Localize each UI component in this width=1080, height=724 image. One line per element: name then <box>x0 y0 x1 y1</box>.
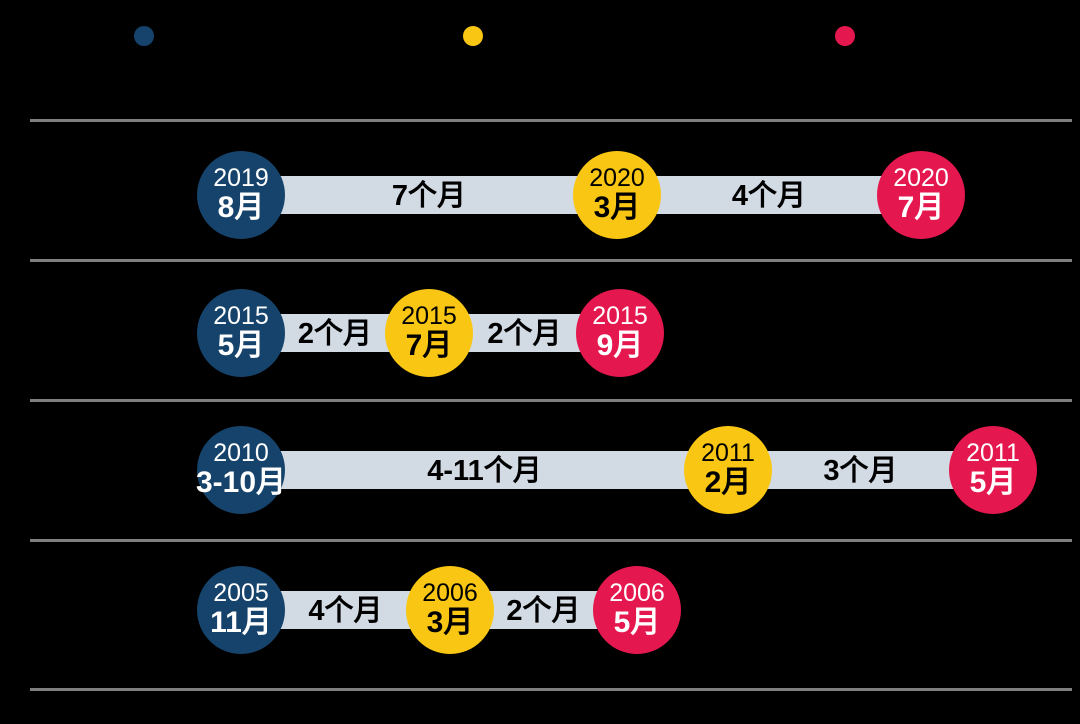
event-month: 3月 <box>426 606 474 640</box>
event-month: 8月 <box>217 191 265 225</box>
event-circle-crimson: 2015 9月 <box>576 289 664 377</box>
event-circle-yellow: 2006 3月 <box>406 566 494 654</box>
event-year: 2019 <box>213 164 269 193</box>
event-month: 3月 <box>593 191 641 225</box>
event-year: 2005 <box>213 579 269 608</box>
event-month: 7月 <box>897 191 945 225</box>
legend-dot-yellow <box>463 26 483 46</box>
duration-label: 2个月 <box>487 318 562 350</box>
event-circle-navy: 2015 5月 <box>197 289 285 377</box>
event-year: 2020 <box>893 164 949 193</box>
event-year: 2010 <box>213 439 269 468</box>
event-year: 2015 <box>213 302 269 331</box>
event-month: 7月 <box>405 329 453 363</box>
event-month: 5月 <box>613 606 661 640</box>
event-circle-yellow: 2015 7月 <box>385 289 473 377</box>
event-circle-yellow: 2020 3月 <box>573 151 661 239</box>
event-month: 2月 <box>704 466 752 500</box>
event-year: 2006 <box>609 579 665 608</box>
duration-label: 3个月 <box>823 455 898 487</box>
event-circle-navy: 2010 3-10月 <box>195 426 287 514</box>
event-year: 2015 <box>592 302 648 331</box>
event-month: 3-10月 <box>195 466 287 500</box>
separator-line-4 <box>30 538 1072 542</box>
separator-line-2 <box>30 258 1072 262</box>
event-year: 2020 <box>589 164 645 193</box>
event-year: 2015 <box>401 302 457 331</box>
legend-dot-navy <box>134 26 154 46</box>
event-circle-crimson: 2006 5月 <box>593 566 681 654</box>
duration-label: 4-11个月 <box>427 455 542 487</box>
event-circle-crimson: 2011 5月 <box>949 426 1037 514</box>
duration-label: 2个月 <box>297 318 373 350</box>
event-year: 2011 <box>701 439 755 468</box>
separator-line-1 <box>30 118 1072 122</box>
separator-line-3 <box>30 398 1072 402</box>
event-year: 2006 <box>422 579 478 608</box>
duration-label: 4个月 <box>308 595 383 627</box>
event-circle-navy: 2019 8月 <box>197 151 285 239</box>
event-month: 5月 <box>969 466 1017 500</box>
separator-line-5 <box>30 687 1072 691</box>
event-circle-yellow: 2011 2月 <box>684 426 772 514</box>
duration-bar <box>241 451 993 489</box>
event-month: 5月 <box>217 329 265 363</box>
event-circle-navy: 2005 11月 <box>197 566 285 654</box>
event-year: 2011 <box>966 439 1020 468</box>
duration-label: 4个月 <box>731 180 807 212</box>
event-month: 11月 <box>210 606 272 640</box>
duration-label: 2个月 <box>506 595 581 627</box>
legend-dot-crimson <box>835 26 855 46</box>
duration-label: 7个月 <box>391 180 467 212</box>
event-month: 9月 <box>596 329 644 363</box>
event-circle-crimson: 2020 7月 <box>877 151 965 239</box>
